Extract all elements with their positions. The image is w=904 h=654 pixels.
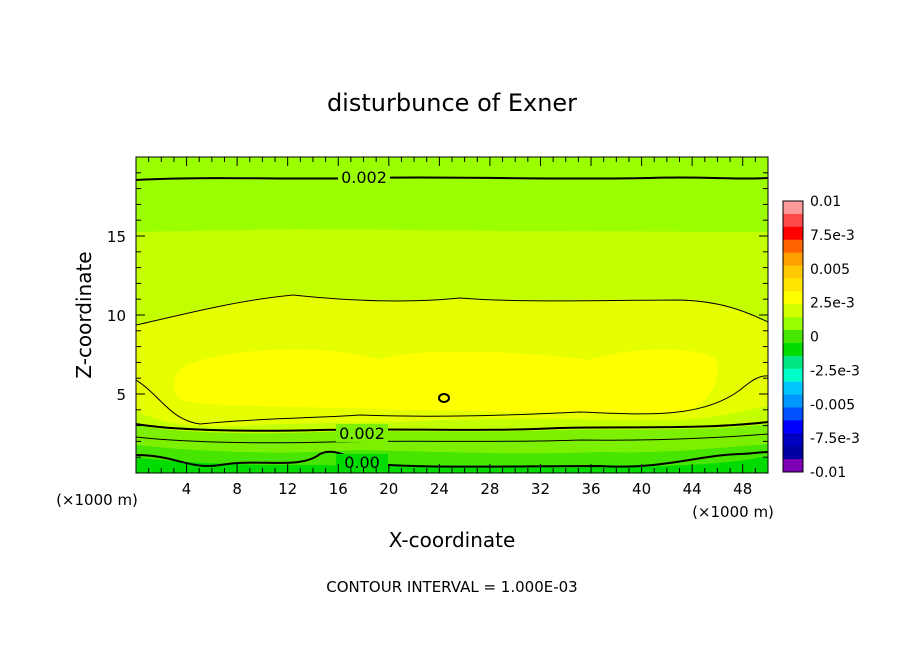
contour-line-low <box>136 421 768 432</box>
contour-label-bg-3 <box>336 454 388 472</box>
x-tick-label: 16 <box>329 480 348 498</box>
colorbar-swatch <box>783 330 803 344</box>
x-tick-label: 8 <box>232 480 242 498</box>
colorbar-label: 0 <box>810 330 819 346</box>
colorbar-swatch <box>783 278 803 292</box>
x-axis-label: X-coordinate <box>389 528 516 552</box>
colorbar-label: -0.005 <box>810 397 855 413</box>
colorbar-swatch <box>783 394 803 408</box>
x-unit-right: (×1000 m) <box>692 503 774 521</box>
colorbar-label: -2.5e-3 <box>810 363 860 379</box>
field-band-surface <box>136 456 768 473</box>
y-tick-label: 15 <box>107 228 126 246</box>
chart-title: disturbunce of Exner <box>327 89 577 117</box>
colorbar-label: -7.5e-3 <box>810 431 860 447</box>
x-tick-label: 36 <box>581 480 600 498</box>
contour-cell <box>438 393 450 403</box>
colorbar-label: 2.5e-3 <box>810 296 855 312</box>
colorbar-label: 0.01 <box>810 194 841 210</box>
colorbar-swatch <box>783 252 803 267</box>
contour-label-2: 0.002 <box>339 424 385 443</box>
y-tick-label: 5 <box>116 386 126 404</box>
colorbar-swatch <box>783 317 803 331</box>
colorbar-swatch <box>783 226 803 241</box>
contour-label-3: 0.00 <box>344 453 380 472</box>
contour-line-middle <box>136 294 768 326</box>
x-tick-label: 32 <box>531 480 550 498</box>
colorbar-swatch <box>783 304 803 318</box>
colorbar <box>783 201 803 473</box>
x-tick-label: 4 <box>182 480 192 498</box>
colorbar-swatch <box>783 201 803 215</box>
colorbar-swatch <box>783 420 803 434</box>
y-tick-label: 10 <box>107 307 126 325</box>
axis-ticks <box>136 157 768 473</box>
colorbar-swatch <box>783 342 803 357</box>
contour-line-core <box>136 375 768 425</box>
colorbar-swatch <box>783 407 803 421</box>
colorbar-swatch <box>783 459 803 473</box>
contour-line-low2 <box>136 433 768 444</box>
x-tick-label: 24 <box>430 480 449 498</box>
field-band-core <box>173 349 718 413</box>
x-tick-labels: 4 8 12 16 20 24 28 32 36 40 44 48 <box>182 480 752 498</box>
colorbar-swatch <box>783 213 803 228</box>
contour-line-upper <box>136 176 768 181</box>
x-tick-label: 48 <box>733 480 752 498</box>
x-tick-label: 44 <box>683 480 702 498</box>
colorbar-label: 0.005 <box>810 262 850 278</box>
colorbar-swatch <box>783 355 803 370</box>
plot-area: 0.002 0.002 0.00 <box>136 157 768 473</box>
x-unit-left: (×1000 m) <box>56 491 138 509</box>
colorbar-swatch <box>783 291 803 305</box>
contour-label-bg-2 <box>336 424 388 442</box>
colorbar-label: 7.5e-3 <box>810 228 855 244</box>
x-tick-label: 40 <box>632 480 651 498</box>
x-tick-label: 20 <box>379 480 398 498</box>
colorbar-label: -0.01 <box>810 465 846 481</box>
contour-label-bg-1 <box>338 168 390 186</box>
colorbar-labels: 0.01 7.5e-3 0.005 2.5e-3 0 -2.5e-3 -0.005 -7.5e… <box>810 194 860 481</box>
colorbar-swatch <box>783 368 803 383</box>
y-axis-label: Z-coordinate <box>72 251 96 378</box>
contour-line-zero <box>136 450 768 468</box>
colorbar-swatch <box>783 239 803 254</box>
colorbar-swatch <box>783 433 803 447</box>
x-tick-label: 28 <box>480 480 499 498</box>
contour-label-1: 0.002 <box>341 168 387 187</box>
colorbar-swatch <box>783 265 803 279</box>
y-tick-labels: 5 10 15 <box>107 228 126 404</box>
x-tick-label: 12 <box>278 480 297 498</box>
colorbar-swatch <box>783 446 803 460</box>
contour-interval-note: CONTOUR INTERVAL = 1.000E-03 <box>326 578 577 596</box>
colorbar-swatch <box>783 381 803 396</box>
colorbar-frame <box>782 200 804 473</box>
